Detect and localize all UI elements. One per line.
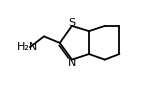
Text: N: N <box>68 58 77 68</box>
Text: S: S <box>68 18 75 28</box>
Text: H₂N: H₂N <box>17 42 38 52</box>
